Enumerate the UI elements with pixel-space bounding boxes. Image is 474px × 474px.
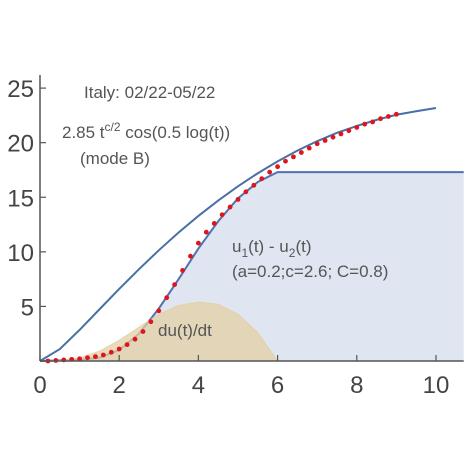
point (164, 295, 170, 301)
point (314, 141, 320, 147)
y-tick-label: 10 (7, 240, 34, 267)
point (243, 189, 249, 195)
label-part: 2 (289, 246, 296, 260)
y-tick-label: 15 (7, 185, 34, 212)
point (370, 119, 376, 125)
point (203, 229, 209, 235)
point (275, 164, 280, 170)
point (100, 352, 106, 358)
point (259, 176, 265, 182)
x-tick-label: 0 (33, 372, 46, 399)
point (211, 221, 217, 226)
chart-title: Italy: 02/22-05/22 (84, 83, 215, 102)
point (172, 282, 178, 287)
area-fill (40, 172, 464, 361)
line (39, 106, 437, 362)
point (346, 128, 352, 134)
point (227, 204, 233, 210)
point (140, 329, 146, 334)
point (393, 111, 399, 117)
point (124, 342, 130, 348)
point (180, 267, 185, 273)
point (283, 158, 288, 164)
y-tick-label: 5 (21, 294, 34, 321)
point (386, 114, 391, 119)
point (85, 355, 90, 361)
point (156, 308, 162, 314)
label-part: 2.85 t (62, 123, 105, 142)
point (291, 154, 296, 160)
x-tick-label: 6 (271, 372, 284, 399)
x-tick-label: 10 (423, 372, 450, 399)
point (93, 354, 98, 360)
point (298, 150, 304, 155)
point (354, 124, 360, 130)
x-tick-label: 4 (192, 372, 205, 399)
label-part: 1 (241, 246, 248, 260)
point (132, 336, 138, 342)
point (362, 121, 368, 127)
label-part: c/2 (105, 120, 121, 134)
point (195, 240, 201, 246)
x-tick-label: 2 (113, 372, 126, 399)
point (219, 212, 225, 218)
area-fill (40, 302, 278, 361)
point (77, 356, 82, 362)
formula-label: 2.85 tc/2 cos(0.5 log(t)) (62, 120, 230, 142)
deriv-label: du(t)/dt (158, 321, 212, 340)
point (235, 197, 241, 202)
x-tick-label: 8 (350, 372, 363, 399)
label-part: (t) - u (248, 237, 289, 256)
point (322, 138, 328, 143)
label-part: cos(0.5 log(t)) (121, 123, 231, 142)
point (330, 134, 336, 140)
point (267, 169, 273, 175)
point (306, 145, 312, 151)
label-part: u (232, 237, 241, 256)
point (378, 116, 383, 122)
point (188, 253, 193, 259)
y-tick-label: 20 (7, 131, 34, 158)
point (108, 349, 114, 355)
point (116, 346, 122, 352)
u-label: u1(t) - u2(t) (232, 237, 312, 260)
y-tick-label: 25 (7, 76, 34, 103)
point (338, 131, 344, 137)
label-part: (t) (295, 237, 311, 256)
mode-label: (mode B) (80, 149, 150, 168)
params-label: (a=0.2;c=2.6; C=0.8) (232, 262, 388, 281)
point (148, 319, 154, 325)
point (251, 182, 257, 188)
